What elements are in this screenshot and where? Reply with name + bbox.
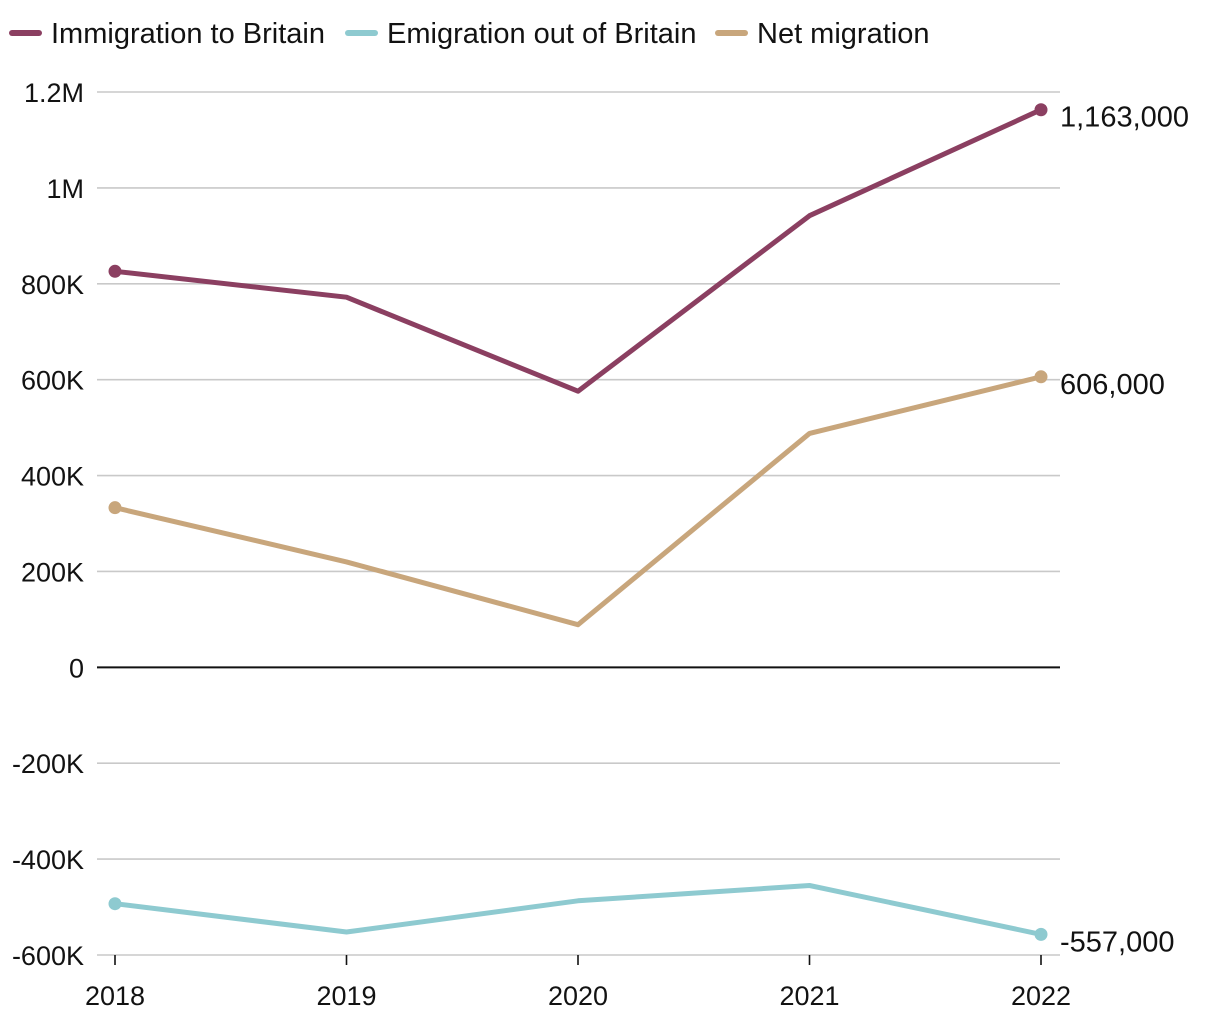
series-line <box>112 374 1044 628</box>
x-tick-label: 2020 <box>548 981 608 1011</box>
x-tick-label: 2019 <box>316 981 376 1011</box>
series-point-start <box>108 897 122 911</box>
y-axis: 1.2M 1M 800K 600K 400K 200K 0 -200K -400K -600K <box>12 78 84 971</box>
y-tick-label: 800K <box>21 270 84 300</box>
end-value-label: 606,000 <box>1060 369 1165 401</box>
x-tick-label: 2018 <box>85 981 145 1011</box>
y-tick-label: 0 <box>69 653 84 683</box>
series-point-end <box>1034 103 1048 117</box>
legend-label: Immigration to Britain <box>51 18 325 50</box>
y-tick-label: 600K <box>21 366 84 396</box>
end-value-label: 1,163,000 <box>1060 102 1189 134</box>
x-tick-label: 2021 <box>779 981 839 1011</box>
legend-label: Net migration <box>757 18 929 50</box>
x-axis: 2018 2019 2020 2021 2022 <box>85 955 1071 1011</box>
x-tick-label: 2022 <box>1011 981 1071 1011</box>
series-line <box>112 883 1044 937</box>
y-tick-label: 400K <box>21 462 84 492</box>
series-points <box>108 103 1048 941</box>
y-tick-label: 1M <box>46 174 84 204</box>
end-value-label: -557,000 <box>1060 926 1175 958</box>
y-tick-label: -600K <box>12 941 84 971</box>
series-line <box>112 107 1044 394</box>
y-tick-label: -400K <box>12 845 84 875</box>
series-point-end <box>1034 927 1048 941</box>
series-point-start <box>108 264 122 278</box>
series-point-end <box>1034 370 1048 384</box>
y-tick-label: -200K <box>12 749 84 779</box>
y-tick-label: 200K <box>21 557 84 587</box>
legend: Immigration to Britain Emigration out of … <box>9 18 929 50</box>
series-point-start <box>108 501 122 515</box>
gridlines <box>97 91 1060 956</box>
series-lines <box>112 107 1044 937</box>
y-tick-label: 1.2M <box>24 78 84 108</box>
end-labels: 1,163,000 -557,000 606,000 <box>1060 102 1189 959</box>
legend-label: Emigration out of Britain <box>387 18 696 50</box>
